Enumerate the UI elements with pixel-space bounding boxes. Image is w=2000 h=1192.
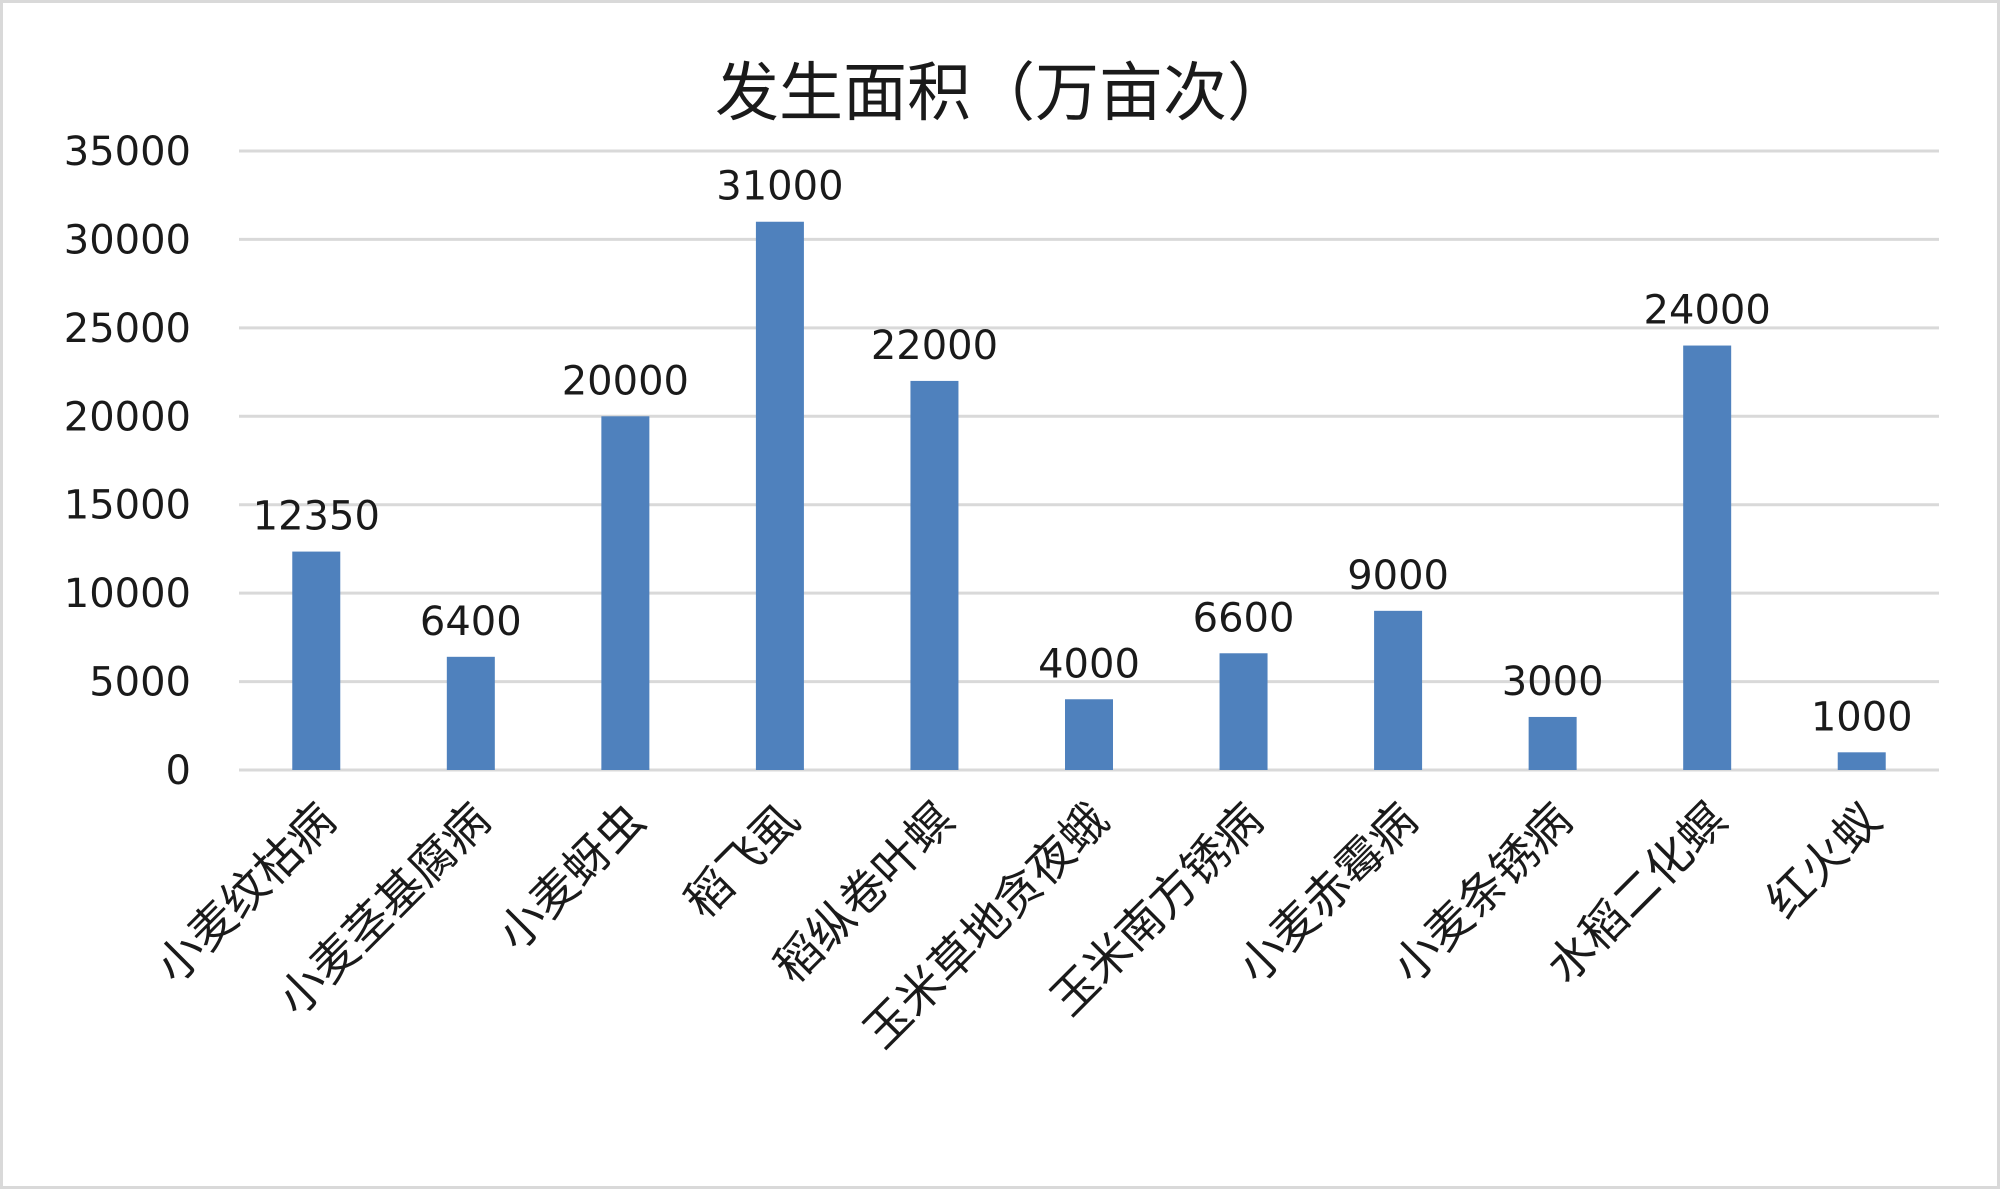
data-label-8: 3000 (1502, 659, 1604, 705)
data-label-4: 22000 (871, 323, 998, 369)
data-label-10: 1000 (1811, 694, 1913, 740)
y-tick-label: 10000 (64, 571, 191, 617)
bar-7 (1374, 610, 1423, 770)
y-tick-label: 30000 (64, 217, 191, 263)
x-tick-label-3: 稻飞虱 (674, 793, 810, 929)
x-tick-label-2: 小麦蚜虫 (487, 793, 655, 961)
bar-1 (446, 656, 495, 770)
data-label-2: 20000 (562, 358, 689, 404)
bars (292, 221, 1886, 770)
data-label-0: 12350 (253, 494, 380, 540)
bar-9 (1683, 345, 1732, 770)
data-label-1: 6400 (420, 599, 522, 645)
bar-10 (1837, 752, 1886, 770)
bar-4 (910, 380, 959, 770)
data-label-7: 9000 (1347, 553, 1449, 599)
bar-6 (1219, 653, 1268, 770)
bar-8 (1528, 716, 1577, 770)
data-label-5: 4000 (1038, 641, 1140, 687)
bar-5 (1065, 699, 1113, 770)
data-label-9: 24000 (1644, 288, 1771, 334)
data-label-3: 31000 (716, 164, 843, 210)
y-tick-label: 0 (166, 748, 191, 794)
bar-chart: 发生面积（万亩次） 12350 6400 20000 31000 22000 4000 66… (64, 57, 1939, 1059)
gridlines (239, 149, 1939, 772)
y-tick-label: 5000 (89, 660, 191, 706)
bar-3 (755, 221, 804, 770)
bar-0 (292, 551, 341, 770)
data-labels: 12350 6400 20000 31000 22000 4000 6600 9000 3000… (253, 164, 1913, 741)
y-axis-ticks: 0 5000 10000 15000 20000 25000 30000 35000 (64, 129, 191, 794)
bar-2 (601, 416, 650, 770)
y-tick-label: 20000 (64, 394, 191, 440)
y-tick-label: 25000 (64, 306, 191, 352)
data-label-6: 6600 (1193, 595, 1295, 641)
y-tick-label: 35000 (64, 129, 191, 175)
x-tick-label-10: 红火蚁 (1756, 793, 1892, 929)
chart-title: 发生面积（万亩次） (715, 57, 1291, 131)
y-tick-label: 15000 (64, 483, 191, 529)
